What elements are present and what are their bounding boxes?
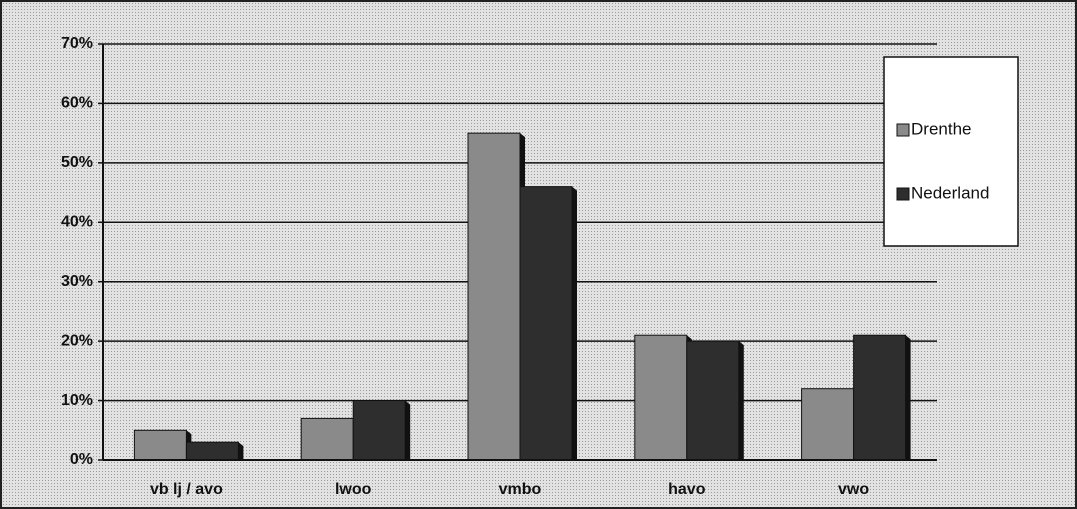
y-tick-label: 70% (61, 35, 93, 52)
y-tick-label: 40% (61, 214, 93, 231)
y-tick-label: 0% (70, 451, 93, 468)
bar-side (238, 442, 244, 460)
bar (185, 441, 239, 461)
bar (853, 334, 907, 461)
bar (801, 388, 855, 461)
x-tick-label: lwoo (335, 481, 372, 498)
legend-box (883, 56, 1019, 247)
x-tick-label: vwo (838, 481, 869, 498)
bar-side (572, 186, 577, 460)
bar-side (738, 341, 744, 460)
y-tick-label: 50% (61, 154, 93, 171)
y-tick-label: 30% (61, 273, 93, 290)
bar-side (905, 335, 911, 460)
bar (519, 186, 573, 461)
bar (634, 334, 688, 461)
bar-side (405, 400, 411, 460)
bar (686, 340, 740, 461)
bar (352, 400, 406, 461)
x-tick-label: vmbo (499, 481, 542, 498)
bar (467, 132, 521, 461)
legend-label: Nederland (911, 183, 989, 202)
bar (300, 417, 354, 461)
x-tick-label: vb lj / avo (150, 481, 223, 498)
y-tick-label: 60% (61, 95, 93, 112)
legend-swatch (896, 123, 910, 137)
bar (133, 429, 187, 461)
legend-swatch (896, 187, 910, 201)
y-tick-label: 20% (61, 332, 93, 349)
x-tick-label: havo (668, 481, 706, 498)
y-tick-label: 10% (61, 392, 93, 409)
legend-label: Drenthe (911, 119, 971, 138)
